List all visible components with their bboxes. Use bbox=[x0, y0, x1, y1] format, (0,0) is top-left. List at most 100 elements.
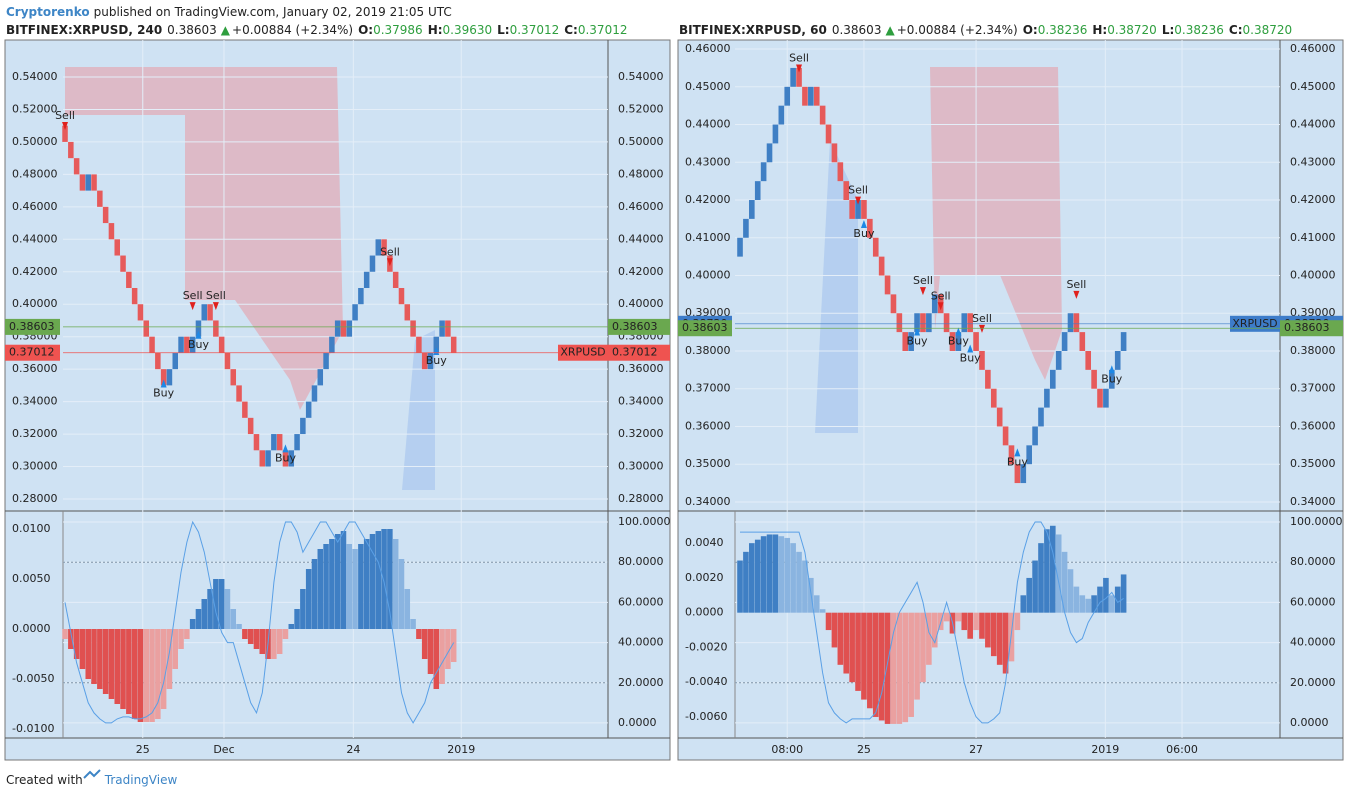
renko-brick bbox=[195, 320, 202, 337]
author[interactable]: Cryptorenko bbox=[6, 5, 90, 19]
osc-bar bbox=[207, 589, 213, 629]
footer: Created with TradingView bbox=[6, 773, 177, 787]
renko-brick bbox=[1067, 313, 1074, 333]
osc-bar bbox=[790, 543, 796, 613]
x-tick-label: 2019 bbox=[447, 743, 475, 756]
osc-bar bbox=[813, 595, 820, 613]
y-tick-label: 0.50000 bbox=[618, 135, 664, 148]
osc-bar bbox=[926, 612, 932, 665]
osc-tick-label: 0.0000 bbox=[685, 606, 724, 619]
signal-arrow bbox=[937, 302, 944, 311]
osc-bar bbox=[149, 629, 155, 722]
osc-bar bbox=[979, 612, 985, 639]
osc-tick-label: 0.0000 bbox=[618, 716, 657, 729]
signal-arrow bbox=[914, 327, 921, 336]
osc-bar bbox=[410, 619, 416, 629]
osc-bar bbox=[861, 612, 867, 700]
symbol-tag bbox=[1230, 315, 1280, 332]
x-tick-label: 06:00 bbox=[1166, 743, 1198, 756]
y-tick-label: 0.42000 bbox=[618, 265, 664, 278]
renko-brick bbox=[896, 313, 903, 333]
osc-bar bbox=[760, 536, 767, 613]
osc-bar bbox=[271, 629, 277, 659]
osc-bar bbox=[317, 549, 324, 629]
signal-label: Buy bbox=[960, 352, 982, 365]
renko-brick bbox=[1120, 332, 1127, 351]
signal-arrow bbox=[855, 196, 862, 205]
renko-brick bbox=[872, 237, 879, 257]
renko-brick bbox=[68, 141, 74, 159]
renko-brick bbox=[97, 190, 103, 207]
brand[interactable]: TradingView bbox=[104, 773, 178, 787]
signal-arrow bbox=[282, 444, 289, 453]
renko-brick bbox=[855, 200, 861, 219]
renko-brick bbox=[778, 105, 785, 125]
osc-bar bbox=[195, 609, 202, 629]
y-tick-label: 0.36000 bbox=[1290, 419, 1336, 432]
renko-brick bbox=[242, 401, 248, 418]
price-tag-label: 0.38603 bbox=[682, 321, 728, 334]
osc-bar bbox=[1114, 586, 1121, 613]
renko-brick bbox=[294, 434, 300, 451]
y-tick-label: 0.35000 bbox=[685, 457, 731, 470]
signal-label: Sell bbox=[972, 312, 992, 325]
renko-brick bbox=[114, 239, 120, 256]
signal-arrow bbox=[955, 327, 962, 336]
renko-brick bbox=[985, 369, 991, 389]
osc-bar bbox=[1079, 595, 1086, 613]
renko-brick bbox=[861, 200, 867, 219]
osc-bar bbox=[1091, 595, 1097, 613]
x-tick-label: 08:00 bbox=[771, 743, 803, 756]
renko-brick bbox=[867, 218, 873, 238]
renko-brick bbox=[1014, 464, 1021, 484]
renko-brick bbox=[831, 143, 838, 163]
osc-tick-label: 0.0000 bbox=[12, 622, 51, 635]
signal-arrow bbox=[796, 64, 803, 73]
osc-bar bbox=[381, 529, 387, 629]
price-tag bbox=[678, 320, 732, 337]
renko-brick bbox=[749, 200, 755, 219]
osc-bar bbox=[143, 629, 149, 722]
renko-brick bbox=[949, 332, 956, 351]
renko-brick bbox=[340, 320, 347, 337]
osc-bar bbox=[329, 539, 335, 629]
symbol-tag-label: XRPUSD bbox=[1232, 317, 1277, 330]
renko-brick bbox=[433, 336, 440, 353]
signal-label: Buy bbox=[907, 335, 929, 348]
y-tick-label: 0.44000 bbox=[1290, 118, 1336, 131]
osc-bar bbox=[294, 609, 300, 629]
signal-arrow bbox=[1108, 365, 1115, 374]
y-tick-label: 0.48000 bbox=[618, 167, 664, 180]
osc-bar bbox=[843, 612, 850, 674]
osc-bar bbox=[224, 589, 231, 629]
osc-bar bbox=[990, 612, 997, 657]
renko-brick bbox=[178, 336, 184, 353]
osc-bar bbox=[387, 529, 393, 629]
osc-bar bbox=[68, 629, 74, 649]
renko-brick bbox=[218, 336, 225, 353]
renko-brick bbox=[990, 388, 997, 408]
osc-tick-label: 100.0000 bbox=[618, 515, 671, 528]
renko-brick bbox=[213, 320, 219, 337]
signal-label: Buy bbox=[188, 338, 210, 351]
osc-bar bbox=[416, 629, 422, 639]
change-arrow: ▲ bbox=[221, 23, 231, 37]
support-zone bbox=[402, 330, 435, 490]
renko-brick bbox=[317, 369, 324, 386]
ohlc-value: 0.38236 bbox=[1038, 23, 1088, 37]
signal-label: Buy bbox=[853, 227, 875, 240]
y-tick-label: 0.32000 bbox=[618, 427, 664, 440]
price-tag bbox=[608, 344, 670, 361]
osc-bar bbox=[62, 629, 68, 639]
osc-bar bbox=[184, 629, 190, 639]
renko-brick bbox=[1038, 407, 1044, 427]
renko-brick bbox=[1109, 369, 1115, 389]
osc-bar bbox=[1044, 529, 1050, 613]
resistance-zone bbox=[930, 67, 1062, 380]
last-price: 0.38603 bbox=[167, 23, 217, 37]
osc-bar bbox=[1002, 612, 1009, 674]
ohlc-value: 0.38236 bbox=[1174, 23, 1224, 37]
osc-bar bbox=[392, 539, 399, 629]
osc-bar bbox=[831, 612, 838, 648]
y-tick-label: 0.48000 bbox=[12, 167, 58, 180]
